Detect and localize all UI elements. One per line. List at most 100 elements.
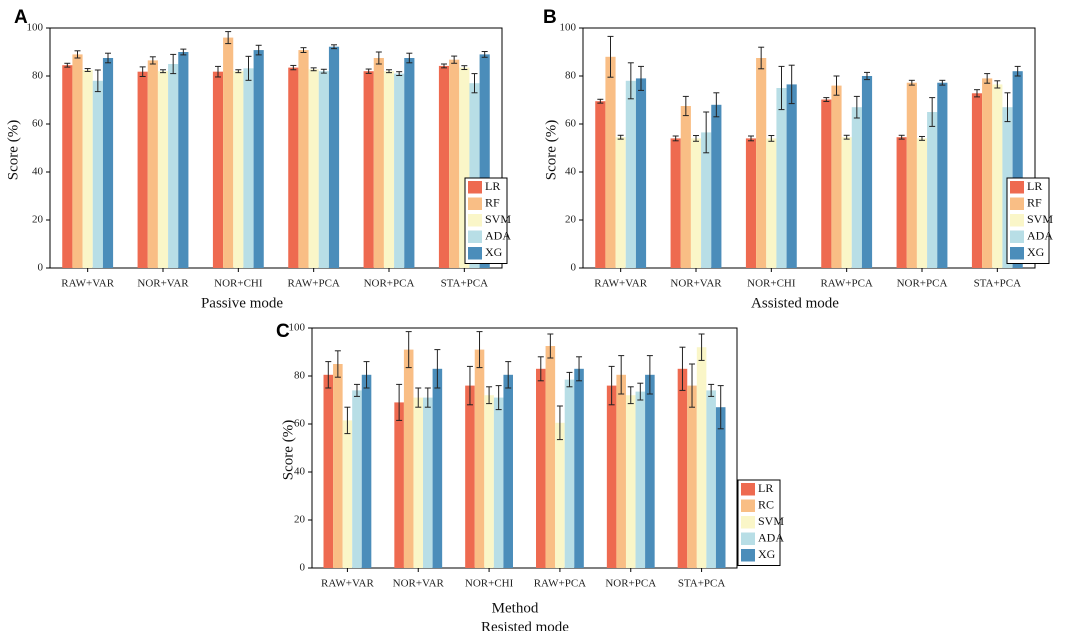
y-axis-label: Score (%) [280,420,296,480]
bar-ada [776,88,787,268]
x-tick-label: RAW+PCA [287,278,339,290]
panel-label: B [543,7,557,28]
plot-frame [311,327,738,569]
legend-swatch-ada [468,230,482,243]
bar-xg [1012,71,1023,268]
bar-lr [670,138,681,268]
y-axis-label: Score (%) [543,120,559,180]
bar-svm [690,138,702,268]
x-tick-label: NOR+PCA [605,578,656,590]
chart-panel-a: A 0 20 40 60 80 100 Score (%) RAW+VAR NOR+VAR NOR+… [5,7,511,311]
bar-lr [62,65,73,268]
bar-svm [615,137,626,268]
bar-svm [696,347,707,568]
bar-rc [474,349,485,568]
panel-label: C [276,321,290,342]
x-tick-label: NOR+VAR [393,578,445,590]
bar-rc [687,385,697,568]
x-tick-label: NOR+VAR [670,278,722,290]
x-axis-sublabel: Resisted mode [481,619,569,631]
legend-swatch-xg [468,247,482,260]
bar-svm [766,138,777,268]
bar-ada [318,71,329,268]
legend-swatch-rf [1010,197,1024,210]
bar-ada [635,391,646,568]
legend-label: ADA [1027,229,1053,243]
bar-ada [564,379,575,568]
bar-lr [288,67,299,268]
chart-panel-b: B 0 20 40 60 80 100 Score (%) RAW+VAR NOR+VAR NOR+… [543,7,1053,311]
legend-label: SVM [758,514,784,528]
bar-rf [72,54,83,269]
bar-lr [606,385,617,568]
bar-ada [423,397,433,568]
bar-lr [394,402,404,568]
bar-lr [595,101,606,268]
y-tick-label: 60 [294,418,306,430]
legend-swatch-xg [1010,247,1024,260]
legend-label: XG [1027,245,1045,259]
y-tick-label: 100 [560,22,577,34]
bar-lr [971,93,983,268]
legend-swatch-svm [1010,214,1024,227]
bar-rf [680,106,691,268]
bar-xg [503,374,513,568]
legend-label: SVM [1027,212,1053,226]
bar-xg [253,50,264,268]
bar-svm [413,397,424,568]
bar-xg [715,407,726,568]
bar-lr [137,71,148,269]
legend-swatch-rc [741,499,755,512]
bar-rf [298,50,309,268]
bar-xg [404,58,415,268]
legend-label: RF [1027,196,1042,210]
bar-svm [916,138,928,268]
bar-lr [896,137,907,268]
bar-rf [906,82,917,268]
bar-svm [157,71,169,268]
y-tick-label: 20 [32,214,44,226]
bar-rf [982,78,993,269]
legend-label: LR [485,179,500,193]
y-tick-label: 80 [294,370,306,382]
bar-rf [605,56,616,268]
bar-rc [333,364,343,568]
bar-xg [861,76,873,268]
x-axis-label: Passive mode [201,295,283,311]
bar-rf [756,58,767,268]
y-tick-label: 100 [27,22,44,34]
legend-label: LR [1027,179,1042,193]
bar-xg [432,368,443,568]
bar-lr [677,368,688,568]
bar-lr [438,65,450,268]
legend-label: RC [758,498,774,512]
bar-xg [635,78,647,269]
bar-xg [328,46,340,268]
y-tick-label: 20 [294,514,306,526]
legend-swatch-ada [1010,230,1024,243]
x-tick-label: STA+PCA [678,578,726,590]
x-tick-label: RAW+PCA [820,278,872,290]
plot-frame [49,27,503,269]
y-tick-label: 40 [565,166,577,178]
bar-rf [831,85,842,268]
bar-svm [841,137,852,268]
bar-ada [701,132,712,268]
y-tick-label: 40 [294,466,306,478]
bar-rc [403,349,414,568]
legend-label: SVM [485,212,511,226]
x-tick-label: NOR+PCA [364,278,415,290]
legend-label: XG [485,245,503,259]
plot-frame [582,27,1036,269]
bar-xg [178,52,189,268]
bar-ada [851,107,862,268]
x-tick-label: STA+PCA [441,278,489,290]
bar-lr [323,374,334,568]
bar-rf [223,37,234,268]
x-tick-label: NOR+PCA [897,278,948,290]
bar-xg [711,104,722,268]
bar-xg [937,82,948,268]
y-tick-label: 60 [565,118,577,130]
bar-lr [745,138,757,268]
